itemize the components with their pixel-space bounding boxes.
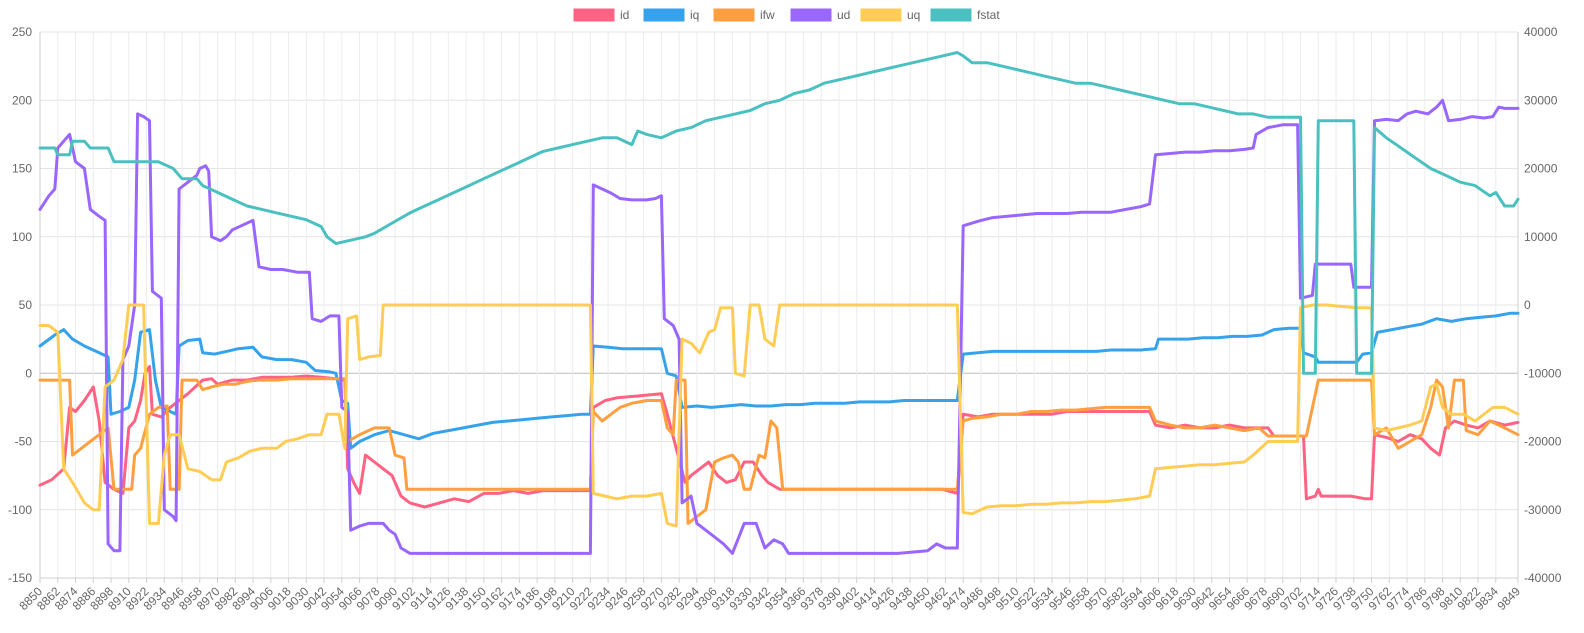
series-line-iq [38, 311, 1520, 450]
left-tick-label: -100 [8, 503, 32, 517]
right-tick-label: 0 [1524, 298, 1531, 312]
series-group [38, 51, 1520, 555]
series-line-uq [38, 303, 1520, 528]
right-tick-label: -20000 [1524, 435, 1562, 449]
series-line-ifw [38, 377, 1520, 525]
legend: id iq ifw ud uq fstat [573, 8, 1000, 22]
right-tick-label: -10000 [1524, 366, 1562, 380]
x-axis: 8850886288748886889889108922893489468958… [16, 577, 1523, 613]
legend-label: iq [690, 8, 699, 22]
right-tick-label: 40000 [1524, 25, 1558, 39]
legend-swatch [713, 8, 755, 22]
right-tick-label: 20000 [1524, 162, 1558, 176]
series-line-fstat [38, 51, 1520, 375]
legend-item-id[interactable]: id [573, 8, 629, 22]
left-tick-label: 100 [12, 230, 32, 244]
legend-label: id [620, 8, 629, 22]
left-y-axis: -150 -100 -50 0 50 100 150 200 250 [8, 25, 41, 585]
legend-label: ud [837, 8, 850, 22]
series-line-ud [38, 98, 1520, 555]
left-tick-label: -50 [15, 435, 33, 449]
legend-label: ifw [760, 8, 775, 22]
x-tick-label: 9849 [1494, 584, 1523, 613]
legend-swatch [573, 8, 615, 22]
right-tick-label: -40000 [1524, 571, 1562, 585]
legend-item-ud[interactable]: ud [790, 8, 850, 22]
left-tick-label: 0 [25, 366, 32, 380]
left-tick-label: -150 [8, 571, 32, 585]
legend-label: fstat [977, 8, 1000, 22]
left-tick-label: 250 [12, 25, 32, 39]
legend-item-uq[interactable]: uq [860, 8, 920, 22]
legend-swatch [643, 8, 685, 22]
left-tick-label: 200 [12, 93, 32, 107]
legend-item-ifw[interactable]: ifw [713, 8, 775, 22]
left-tick-label: 150 [12, 162, 32, 176]
right-tick-label: -30000 [1524, 503, 1562, 517]
legend-item-fstat[interactable]: fstat [930, 8, 1000, 22]
legend-swatch [860, 8, 902, 22]
left-tick-label: 50 [19, 298, 33, 312]
right-tick-label: 10000 [1524, 230, 1558, 244]
legend-item-iq[interactable]: iq [643, 8, 699, 22]
right-y-axis: -40000 -30000 -20000 -10000 0 10000 20000 30000… [1517, 25, 1562, 585]
right-tick-label: 30000 [1524, 93, 1558, 107]
legend-label: uq [907, 8, 920, 22]
legend-swatch [930, 8, 972, 22]
legend-swatch [790, 8, 832, 22]
grid [39, 31, 1519, 579]
